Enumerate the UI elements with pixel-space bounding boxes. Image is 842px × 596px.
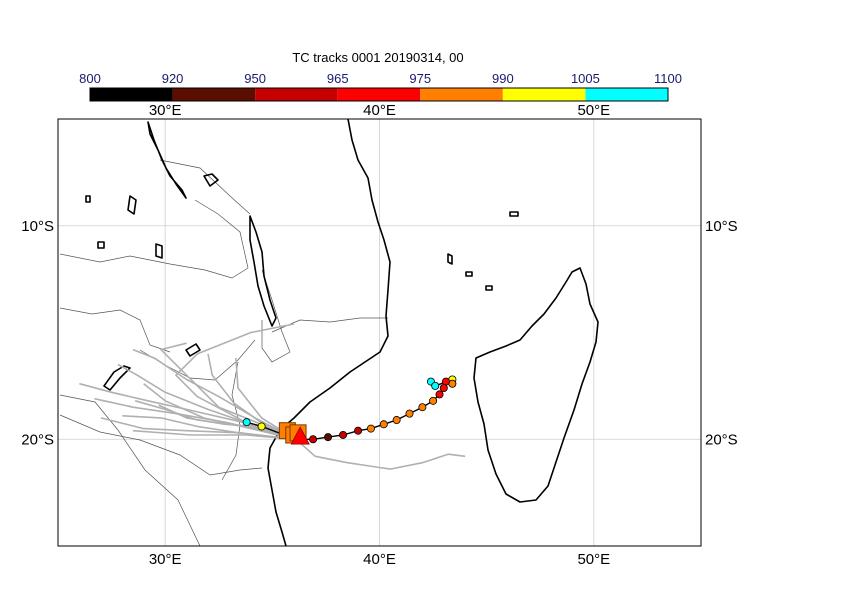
lake-victoria-edge (203, 173, 219, 187)
colorbar-label: 950 (244, 71, 266, 86)
ensemble-track (295, 438, 466, 470)
track-point (418, 403, 427, 412)
landfall-markers (278, 422, 310, 445)
mayotte (509, 211, 519, 217)
colorbar-label: 800 (79, 71, 101, 86)
lat-tick-label-left: 20°S (21, 431, 54, 448)
comoros-anjouan (485, 285, 493, 291)
colorbar-segment (172, 88, 256, 101)
colorbar-segment (585, 88, 668, 101)
track-point (354, 426, 363, 435)
colorbar-label: 990 (492, 71, 514, 86)
border-drc-zambia (59, 253, 249, 279)
colorbar-segment (337, 88, 421, 101)
pressure-colorbar: 800 920 950 965 975 990 1005 1100 (79, 71, 682, 102)
ensemble-track (158, 404, 297, 441)
border-botswana (59, 394, 201, 546)
map-panel (57, 118, 702, 547)
colorbar-segment (420, 88, 503, 101)
island-north (85, 195, 91, 203)
ensemble-track (132, 348, 297, 441)
lon-tick-label-bottom: 30°E (149, 551, 182, 568)
landfall-triangle-marker (290, 426, 310, 445)
ensemble-track (235, 358, 297, 440)
colorbar-segment (502, 88, 586, 101)
border-malawi-mozambique (261, 269, 291, 363)
colorbar-segment (90, 88, 173, 101)
colorbar-label: 975 (409, 71, 431, 86)
track-point (431, 381, 440, 390)
colorbar-label: 920 (162, 71, 184, 86)
lat-tick-label-left: 10°S (21, 218, 54, 235)
ensemble-track (132, 429, 296, 441)
lake-tanganyika (147, 121, 187, 199)
lat-tick-label-right: 10°S (705, 218, 738, 235)
ensemble-tracks (79, 323, 466, 470)
figure-title: TC tracks 0001 20190314, 00 (292, 50, 463, 65)
track-point (309, 435, 318, 444)
track-point (379, 420, 388, 429)
track-point (439, 384, 448, 393)
track-point (405, 409, 414, 418)
track-point (366, 424, 375, 433)
track-point (324, 433, 333, 442)
track-point (435, 390, 444, 399)
track-point (392, 416, 401, 425)
colorbar-frame (89, 87, 669, 102)
lon-tick-label-top: 50°E (577, 102, 610, 119)
colorbar-label: 1005 (571, 71, 600, 86)
lon-tick-label-bottom: 40°E (363, 551, 396, 568)
border-south-africa (59, 414, 263, 476)
comoros-grande (447, 253, 453, 265)
track-point (257, 422, 266, 431)
coastlines (85, 119, 599, 546)
colorbar-segment (255, 88, 338, 101)
lon-tick-label-bottom: 50°E (577, 551, 610, 568)
lake-malawi (249, 215, 277, 327)
track-point (339, 430, 348, 439)
africa-east-coast (267, 119, 391, 546)
lon-tick-label-top: 40°E (363, 102, 396, 119)
border-tanzania-zambia (194, 199, 249, 269)
colorbar-label: 965 (327, 71, 349, 86)
track-point (429, 396, 438, 405)
map-frame (57, 118, 702, 547)
comoros-moheli (465, 271, 473, 277)
lake-rukwa (127, 195, 137, 215)
colorbar-label: 1100 (654, 71, 682, 86)
lake-cahora-bassa (185, 343, 201, 357)
track-point (242, 418, 251, 427)
lake-bangweulu (97, 241, 105, 249)
lake-mweru (155, 243, 163, 259)
map-content (59, 119, 599, 546)
axis-labels: 30°E 30°E 40°E 40°E 50°E 50°E 10°S 10°S 20°S 20°S (21, 102, 737, 568)
lake-kariba (103, 365, 131, 391)
lat-tick-label-right: 20°S (705, 431, 738, 448)
border-angola-zambia (59, 307, 171, 353)
madagascar-coast (473, 267, 599, 503)
ensemble-track (160, 342, 297, 441)
lon-tick-label-top: 30°E (149, 102, 182, 119)
